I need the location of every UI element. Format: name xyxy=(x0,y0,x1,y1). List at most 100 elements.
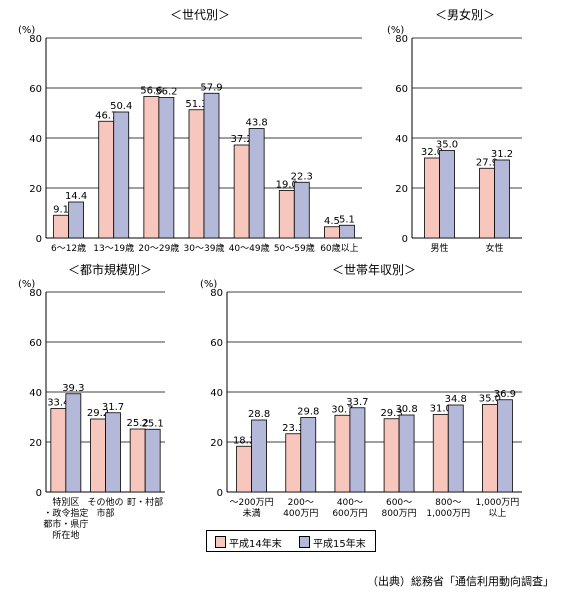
data-label: 29.3 xyxy=(380,408,402,419)
legend-swatch-series1 xyxy=(215,536,226,548)
bar xyxy=(300,417,317,493)
data-label: 32.0 xyxy=(421,147,443,158)
data-label: 19.0 xyxy=(276,180,298,191)
y-unit-label: (%) xyxy=(200,279,217,290)
bar xyxy=(144,428,161,493)
category-label: 600万円 xyxy=(332,508,367,519)
data-label: 25.1 xyxy=(142,418,164,429)
bar xyxy=(482,404,498,493)
y-tick-label: 40 xyxy=(210,388,223,399)
legend-label-series2: 平成15年末 xyxy=(313,539,366,550)
data-label: 46.7 xyxy=(95,110,117,121)
category-label: 800万円 xyxy=(381,508,416,519)
bar xyxy=(68,201,84,239)
category-label: 以上 xyxy=(488,508,506,519)
legend-label-series1: 平成14年末 xyxy=(229,539,282,550)
category-label: 特別区 xyxy=(52,496,79,508)
chart-title: ＜世帯年収別＞ xyxy=(332,263,416,277)
bar xyxy=(248,128,265,239)
bar xyxy=(53,214,69,239)
y-tick-label: 0 xyxy=(36,488,42,499)
y-tick-label: 60 xyxy=(210,338,223,349)
data-label: 14.4 xyxy=(65,191,87,202)
bar xyxy=(129,428,146,493)
data-label: 31.7 xyxy=(102,402,124,413)
category-label: 市部 xyxy=(96,507,114,519)
category-label: 20～29歳 xyxy=(138,242,179,254)
bar xyxy=(439,150,455,239)
data-label: 18.3 xyxy=(233,435,255,446)
y-tick-label: 20 xyxy=(29,184,42,195)
data-label: 39.3 xyxy=(62,383,84,394)
data-label: 51.3 xyxy=(185,99,207,110)
data-label: 5.1 xyxy=(339,214,355,225)
data-label: 36.9 xyxy=(494,389,516,400)
data-label: 22.3 xyxy=(291,171,313,182)
bar xyxy=(479,167,495,239)
bar xyxy=(278,190,295,239)
y-tick-label: 40 xyxy=(29,388,42,399)
bar xyxy=(334,414,351,493)
data-label: 30.8 xyxy=(395,404,417,415)
data-label: 56.2 xyxy=(155,87,177,98)
category-label: 60歳以上 xyxy=(320,242,358,254)
y-unit-label: (%) xyxy=(387,25,404,36)
data-label: 27.9 xyxy=(476,157,498,168)
data-label: 56.6 xyxy=(140,86,162,97)
category-label: 男性 xyxy=(430,242,448,254)
category-label: その他の xyxy=(87,496,123,508)
bar xyxy=(293,181,310,239)
data-label: 34.8 xyxy=(445,394,467,405)
legend: 平成14年末 平成15年末 xyxy=(206,530,376,552)
data-label: 31.2 xyxy=(491,149,513,160)
bar xyxy=(349,407,366,493)
bar xyxy=(98,120,115,239)
category-label: ～200万円 xyxy=(229,497,273,508)
bar xyxy=(143,96,160,239)
y-unit-label: (%) xyxy=(18,25,35,36)
category-label: 30～39歳 xyxy=(184,242,225,254)
data-label: 43.8 xyxy=(246,118,268,129)
y-tick-label: 80 xyxy=(210,288,223,299)
chart-title: ＜男女別＞ xyxy=(435,7,495,22)
y-tick-label: 0 xyxy=(36,234,42,245)
y-tick-label: 40 xyxy=(29,134,42,145)
source-note: （出典）総務省「通信利用動向調査」 xyxy=(367,575,554,588)
bar xyxy=(251,419,267,493)
bar xyxy=(339,224,355,239)
y-tick-label: 80 xyxy=(29,34,42,45)
y-tick-label: 60 xyxy=(29,338,42,349)
y-tick-label: 40 xyxy=(395,134,408,145)
bar xyxy=(424,157,440,239)
bar xyxy=(105,412,121,493)
data-label: 29.2 xyxy=(87,408,109,419)
category-label: 600～ xyxy=(386,498,412,508)
category-label: 都市・県庁 xyxy=(43,518,88,530)
data-label: 31.0 xyxy=(430,404,452,415)
bar xyxy=(236,445,252,493)
category-label: 女性 xyxy=(485,242,503,254)
category-label: 1,000万円 xyxy=(476,497,520,508)
bar xyxy=(324,226,340,239)
category-label: 未満 xyxy=(243,507,261,519)
data-label: 33.7 xyxy=(346,397,368,408)
y-tick-label: 20 xyxy=(210,438,223,449)
data-label: 29.8 xyxy=(297,407,319,418)
y-tick-label: 80 xyxy=(395,34,408,45)
bar xyxy=(494,159,510,239)
category-label: 町・村部 xyxy=(127,496,163,508)
category-label: 1,000万円 xyxy=(426,508,470,519)
bar xyxy=(90,418,106,493)
chart-title: ＜都市規模別＞ xyxy=(68,262,152,277)
y-tick-label: 0 xyxy=(217,488,223,499)
y-unit-label: (%) xyxy=(18,279,35,290)
bar xyxy=(203,92,220,239)
bar xyxy=(158,97,175,239)
data-label: 37.2 xyxy=(231,134,253,145)
data-label: 33.4 xyxy=(47,398,69,409)
category-label: 40～49歳 xyxy=(229,242,270,254)
data-label: 35.0 xyxy=(479,394,501,405)
data-label: 25.2 xyxy=(127,418,149,429)
bar xyxy=(65,393,82,493)
data-label: 23.3 xyxy=(282,423,304,434)
